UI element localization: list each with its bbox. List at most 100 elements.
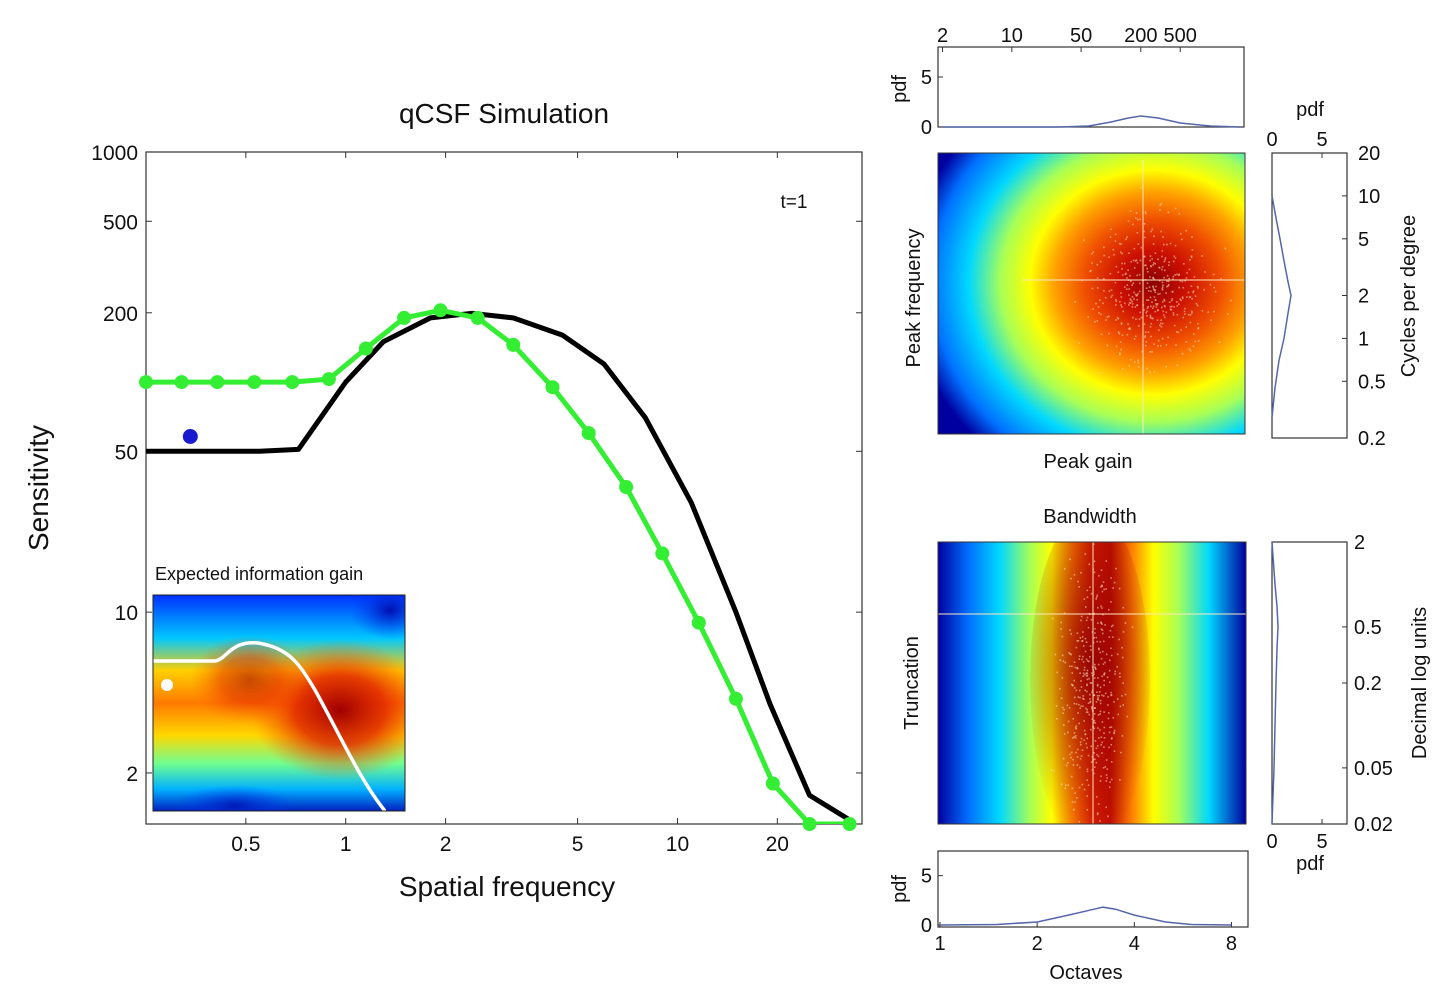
peak-sample-dot [1143, 256, 1146, 258]
peak-sample-dot [1126, 284, 1128, 286]
peak-sample-dot [1160, 319, 1162, 321]
peak-sample-dot [1138, 273, 1141, 276]
bandwidth-sample-dot [1095, 761, 1098, 764]
bandwidth-sample-dot [1103, 640, 1105, 643]
series-point-1 [285, 375, 300, 390]
series-point-1 [321, 372, 336, 387]
peak-sample-dot [1156, 303, 1159, 305]
right-pdf-bottom-line [1271, 541, 1279, 825]
peak-sample-dot [1089, 270, 1091, 273]
bandwidth-sample-dot [1072, 758, 1074, 761]
peak-sample-dot [1103, 278, 1105, 280]
bandwidth-sample-dot [1085, 742, 1088, 745]
bandwidth-sample-dot [1085, 711, 1088, 713]
bandwidth-sample-dot [1086, 746, 1088, 749]
bandwidth-sample-dot [1097, 677, 1099, 679]
top-pdf-x-tick-label: 10 [1001, 25, 1023, 47]
bandwidth-sample-dot [1108, 786, 1111, 788]
bandwidth-sample-dot [1103, 746, 1105, 748]
peak-sample-dot [1150, 335, 1152, 338]
peak-sample-dot [1171, 299, 1173, 302]
peak-sample-dot [1087, 316, 1090, 318]
bandwidth-sample-dot [1114, 670, 1117, 673]
series-point-1 [802, 817, 817, 831]
peak-sample-dot [1132, 223, 1134, 226]
peak-sample-dot [1194, 340, 1196, 343]
peak-sample-dot [1166, 275, 1169, 277]
bandwidth-sample-dot [1113, 581, 1116, 584]
bandwidth-sample-dot [1131, 626, 1134, 628]
bandwidth-sample-dot [1074, 696, 1076, 699]
bandwidth-sample-dot [1104, 692, 1107, 695]
bandwidth-sample-dot [1081, 783, 1084, 786]
peak-sample-dot [1154, 289, 1156, 291]
peak-sample-dot [1192, 290, 1195, 292]
top-pdf-x-tick-label: 50 [1070, 25, 1092, 47]
peak-sample-dot [1195, 302, 1198, 305]
main-x-tick-label: 5 [572, 833, 584, 856]
bandwidth-sample-dot [1055, 705, 1058, 707]
bandwidth-sample-dot [1079, 825, 1081, 827]
bandwidth-sample-dot [1100, 621, 1102, 623]
bandwidth-sample-dot [1070, 633, 1072, 635]
top-pdf-x-tick-label: 500 [1164, 25, 1197, 47]
peak-sample-dot [1161, 306, 1163, 309]
peak-sample-dot [1163, 276, 1165, 279]
peak-sample-dot [1154, 310, 1157, 313]
bandwidth-title: Bandwidth [1043, 506, 1136, 528]
main-y-tick-label: 500 [103, 211, 138, 234]
peak-sample-dot [1164, 257, 1167, 259]
peak-sample-dot [1133, 247, 1136, 250]
bandwidth-sample-dot [1053, 770, 1055, 772]
bandwidth-sample-dot [1084, 733, 1087, 736]
bandwidth-sample-dot [1086, 808, 1089, 811]
bottom-pdf-x-ticks: 1 2 4 8 [934, 922, 1237, 955]
inset-title: Expected information gain [155, 564, 363, 584]
peak-sample-dot [1119, 352, 1121, 355]
bandwidth-sample-dot [1096, 698, 1099, 701]
bandwidth-sample-dot [1069, 629, 1071, 631]
peak-sample-dot [1183, 263, 1185, 265]
bandwidth-sample-dot [1110, 778, 1113, 781]
peak-sample-dot [1180, 329, 1182, 331]
bottom-pdf-curve [939, 906, 1232, 926]
right-pdf-top-y-tick-label: 20 [1358, 143, 1380, 165]
peak-sample-dot [1191, 236, 1193, 238]
decimal-log-units-label: Decimal log units [1409, 607, 1431, 759]
bandwidth-sample-dot [1111, 624, 1114, 627]
bandwidth-sample-dot [1101, 584, 1103, 587]
bandwidth-sample-dot [1086, 678, 1089, 681]
bandwidth-sample-dot [1091, 706, 1093, 708]
peak-sample-dot [1145, 264, 1147, 266]
series-point-1 [842, 817, 857, 831]
bandwidth-sample-dot [1100, 657, 1103, 660]
peak-sample-dot [1154, 272, 1156, 274]
bandwidth-sample-dot [1070, 653, 1072, 656]
bandwidth-sample-dot [1104, 766, 1107, 768]
peak-sample-dot [1181, 280, 1184, 283]
peak-sample-dot [1128, 301, 1131, 304]
bandwidth-sample-dot [1086, 711, 1089, 713]
bandwidth-sample-dot [1050, 769, 1053, 771]
bandwidth-sample-dot [1095, 598, 1097, 600]
peak-sample-dot [1154, 263, 1156, 265]
peak-sample-dot [1189, 296, 1192, 298]
peak-sample-dot [1120, 292, 1122, 294]
peak-sample-dot [1123, 262, 1126, 265]
peak-sample-dot [1146, 282, 1149, 284]
peak-sample-dot [1196, 285, 1199, 288]
peak-sample-dot [1165, 344, 1168, 346]
bandwidth-sample-dot [1082, 645, 1085, 647]
bandwidth-sample-dot [1078, 655, 1081, 657]
peak-sample-dot [1177, 331, 1180, 334]
peak-sample-dot [1197, 327, 1199, 330]
peak-sample-dot [1102, 302, 1104, 305]
peak-sample-dot [1150, 322, 1153, 325]
bandwidth-sample-dot [1101, 623, 1103, 625]
peak-sample-dot [1152, 288, 1155, 290]
bandwidth-sample-dot [1063, 708, 1065, 711]
peak-sample-dot [1117, 317, 1120, 320]
bandwidth-sample-dot [1086, 672, 1088, 674]
bandwidth-sample-dot [1069, 558, 1071, 561]
peak-sample-dot [1162, 243, 1165, 246]
